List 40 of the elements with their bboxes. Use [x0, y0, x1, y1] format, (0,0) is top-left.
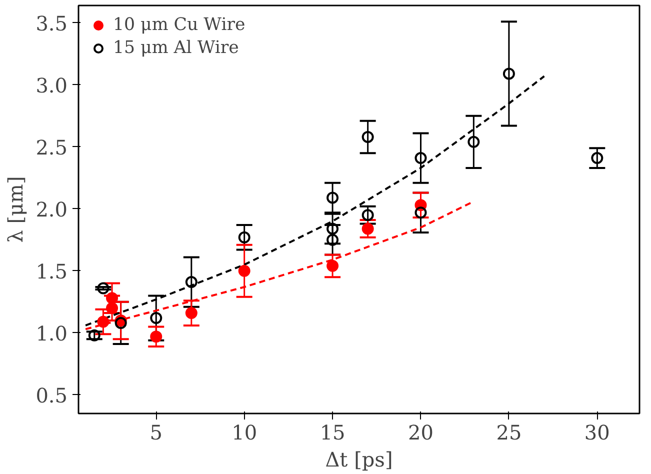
x-tick-label: 10	[232, 420, 258, 444]
x-tick-label: 5	[150, 420, 162, 444]
x-axis-title: Δt [ps]	[325, 448, 393, 472]
y-tick-label: 3.5	[36, 11, 68, 36]
point	[97, 316, 110, 328]
point	[362, 222, 374, 235]
point	[362, 130, 374, 143]
point	[185, 276, 198, 288]
y-tick-label: 2.0	[36, 197, 68, 222]
x-tick-label: 15	[320, 420, 346, 444]
point	[88, 329, 100, 342]
point	[238, 231, 250, 244]
point	[326, 222, 339, 235]
point	[238, 264, 250, 277]
x-tick-label: 30	[584, 420, 610, 444]
point	[97, 282, 110, 294]
point	[591, 152, 604, 164]
point	[106, 292, 118, 304]
point	[185, 307, 198, 320]
point	[114, 316, 127, 329]
point	[362, 209, 374, 222]
y-tick-label: 1.5	[36, 259, 68, 284]
y-tick-label: 1.0	[36, 321, 68, 346]
point	[414, 206, 427, 219]
x-tick-label: 20	[408, 420, 434, 444]
legend-label: 10 μm Cu Wire	[113, 15, 246, 35]
point	[326, 260, 339, 272]
y-tick-label: 2.5	[36, 135, 68, 160]
point	[150, 312, 162, 324]
point	[414, 152, 427, 164]
y-tick-label: 0.5	[36, 383, 68, 408]
point	[468, 136, 480, 148]
x-tick-label: 25	[496, 420, 522, 444]
y-tick-label: 3.0	[36, 73, 68, 98]
point	[502, 68, 515, 80]
point	[150, 330, 162, 343]
legend-label: 15 μm Al Wire	[113, 38, 239, 58]
y-axis-title: λ [μm]	[4, 176, 28, 243]
point	[326, 234, 339, 246]
point	[326, 192, 339, 204]
